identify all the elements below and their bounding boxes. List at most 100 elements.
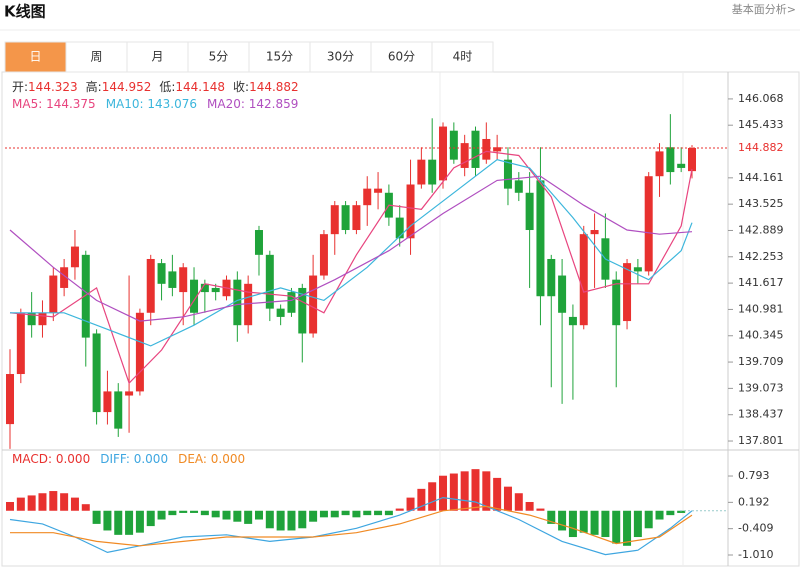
- y-tick-label: -1.010: [738, 548, 773, 561]
- macd-bar: [244, 510, 253, 524]
- candle-body: [655, 151, 664, 177]
- macd-bar: [157, 510, 166, 520]
- macd-bar: [417, 488, 426, 511]
- y-tick-label: 139.073: [738, 381, 784, 394]
- legend-sep: :: [126, 452, 134, 466]
- macd-bar: [677, 510, 686, 513]
- candle-body: [309, 275, 318, 334]
- legend-name: MA5: [12, 97, 38, 111]
- macd-bar: [482, 471, 491, 511]
- candle-body: [623, 263, 632, 322]
- candle-body: [590, 230, 599, 235]
- candle-body: [92, 333, 101, 413]
- macd-bar: [60, 493, 69, 511]
- candle-body: [168, 271, 177, 288]
- y-tick-label: 143.525: [738, 197, 784, 210]
- tab[interactable]: [65, 41, 128, 73]
- macd-bar: [439, 475, 448, 511]
- macd-bar: [92, 510, 101, 524]
- legend-sep: :: [48, 452, 56, 466]
- macd-bar: [374, 510, 383, 516]
- y-tick-label: 140.345: [738, 329, 784, 342]
- tab[interactable]: [370, 41, 433, 73]
- candle-body: [633, 267, 642, 272]
- tab[interactable]: [4, 41, 67, 73]
- macd-bar: [460, 471, 469, 511]
- summary-label: 低:: [159, 80, 175, 94]
- tab[interactable]: [126, 41, 189, 73]
- y-tick-label: 138.437: [738, 408, 784, 421]
- candle-body: [644, 176, 653, 272]
- candle-body: [688, 147, 696, 172]
- candle-body: [471, 130, 480, 168]
- summary-value: 144.323: [28, 80, 78, 94]
- macd-bar: [363, 510, 372, 516]
- y-tick-label: 140.981: [738, 302, 784, 315]
- macd-bar: [125, 510, 134, 535]
- candle-body: [276, 308, 285, 317]
- tab-label[interactable]: 5分: [209, 50, 229, 64]
- last-price-label: 144.882: [738, 141, 784, 154]
- macd-bar: [623, 510, 632, 546]
- y-tick-label: 144.161: [738, 171, 784, 184]
- macd-bar: [190, 510, 199, 513]
- candle-body: [439, 126, 448, 181]
- candle-body: [125, 391, 134, 396]
- macd-bar: [547, 510, 556, 524]
- y-tick-label: 145.433: [738, 118, 784, 131]
- candle-body: [298, 287, 307, 334]
- macd-bar: [81, 504, 90, 511]
- candle-body: [417, 159, 426, 185]
- candle-body: [60, 267, 69, 288]
- macd-bar: [633, 510, 642, 538]
- candle-body: [319, 234, 328, 276]
- macd-bar: [601, 510, 610, 538]
- y-tick-label: 0.192: [738, 495, 770, 508]
- candle-body: [179, 267, 188, 293]
- legend-sep: :: [241, 97, 249, 111]
- tab-label[interactable]: 60分: [388, 50, 415, 64]
- candle-body: [103, 391, 112, 413]
- tab[interactable]: [248, 41, 311, 73]
- macd-bar: [114, 510, 123, 535]
- macd-bar: [265, 510, 274, 529]
- candle-body: [287, 292, 296, 313]
- tab-label[interactable]: 月: [151, 50, 163, 64]
- candle-body: [27, 312, 36, 326]
- macd-bar: [558, 510, 567, 531]
- macd-bar: [179, 510, 188, 513]
- macd-bar: [168, 510, 177, 516]
- tab-label[interactable]: 4时: [453, 50, 473, 64]
- summary-value: 144.952: [102, 80, 152, 94]
- macd-bar: [471, 469, 480, 511]
- indicator-line: [9, 150, 693, 385]
- macd-bar: [655, 510, 664, 520]
- candle-body: [514, 180, 523, 193]
- candle-body: [666, 147, 675, 173]
- macd-bar: [49, 491, 58, 511]
- candle-body: [536, 180, 545, 297]
- y-tick-label: 146.068: [738, 92, 784, 105]
- macd-bar: [514, 493, 523, 511]
- tab-label[interactable]: 日: [29, 50, 41, 64]
- fundamental-link[interactable]: 基本面分析>: [732, 2, 796, 16]
- candle-body: [525, 192, 534, 231]
- tab-label[interactable]: 15分: [266, 50, 293, 64]
- candle-body: [395, 217, 404, 239]
- tab-label[interactable]: 周: [90, 50, 102, 64]
- macd-bar: [341, 510, 350, 516]
- legend-value: 142.859: [249, 97, 299, 111]
- macd-bar: [6, 501, 14, 511]
- candle-body: [503, 159, 512, 189]
- legend-value: 0.000: [211, 452, 245, 466]
- summary-label: 高:: [86, 79, 102, 94]
- candle-body: [81, 254, 90, 338]
- macd-bar: [493, 477, 502, 511]
- candle-body: [406, 184, 415, 239]
- tab-label[interactable]: 30分: [327, 50, 354, 64]
- legend-name: DEA: [178, 452, 204, 466]
- tab[interactable]: [431, 41, 494, 73]
- macd-bar: [27, 495, 36, 511]
- summary-label: 收:: [233, 80, 249, 94]
